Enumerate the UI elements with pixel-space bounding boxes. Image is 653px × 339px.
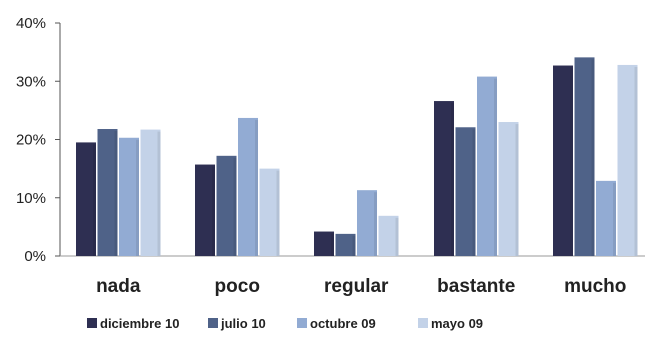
bar-shade <box>233 157 237 256</box>
bar <box>314 231 334 256</box>
bar <box>140 129 161 256</box>
bar-shade <box>276 170 280 256</box>
x-tick-label: bastante <box>437 276 515 297</box>
bar <box>455 127 476 256</box>
bar <box>477 76 497 256</box>
y-tick-label: 20% <box>16 132 46 149</box>
legend-label: octubre 09 <box>310 316 376 331</box>
bar-shade <box>613 182 616 256</box>
bar-shade <box>395 217 399 256</box>
bar <box>574 57 595 257</box>
bar-shade <box>472 129 476 256</box>
bar-shade <box>212 166 215 256</box>
legend: diciembre 10 julio 10 octubre 09 mayo 09 <box>87 316 483 331</box>
bar-shade <box>374 192 377 256</box>
bar-shade <box>136 139 139 256</box>
legend-label: diciembre 10 <box>100 316 180 331</box>
y-tick-label: 40% <box>16 15 46 32</box>
x-tick-labels: nada poco regular bastante mucho <box>96 276 626 297</box>
bar <box>498 122 519 257</box>
bar <box>195 164 215 256</box>
bar <box>259 168 280 256</box>
bar-shade <box>570 67 573 257</box>
bar-shade <box>515 124 519 257</box>
bar-shade <box>451 103 454 257</box>
x-tick-label: poco <box>215 276 260 297</box>
y-tick-label: 0% <box>24 248 46 265</box>
bar-shade <box>634 66 638 256</box>
legend-swatch <box>87 318 97 328</box>
legend-label: julio 10 <box>220 316 266 331</box>
bar <box>238 117 258 256</box>
bar-shade <box>494 78 497 256</box>
x-tick-label: mucho <box>564 276 626 297</box>
bars-layer <box>76 57 638 257</box>
bar-shade <box>255 119 258 256</box>
bar-shade <box>93 144 96 256</box>
bar-shade <box>157 131 161 256</box>
y-tick-label: 10% <box>16 190 46 207</box>
y-tick-label: 30% <box>16 73 46 90</box>
bar <box>596 180 616 256</box>
bar-shade <box>114 131 118 256</box>
bar <box>434 101 454 257</box>
legend-swatch <box>208 318 218 328</box>
bar <box>378 215 399 256</box>
legend-swatch <box>418 318 428 328</box>
bar <box>357 190 377 256</box>
x-tick-label: nada <box>96 276 141 297</box>
bar <box>617 64 638 256</box>
bar <box>97 129 118 256</box>
bar <box>76 142 96 256</box>
legend-swatch <box>297 318 307 328</box>
bar-shade <box>331 233 334 256</box>
bar-shade <box>591 59 595 257</box>
bar <box>119 137 139 256</box>
bar <box>553 65 573 257</box>
x-tick-label: regular <box>324 276 389 297</box>
legend-label: mayo 09 <box>431 316 483 331</box>
bar <box>335 233 356 256</box>
bar <box>216 155 237 256</box>
bar-shade <box>352 235 356 256</box>
